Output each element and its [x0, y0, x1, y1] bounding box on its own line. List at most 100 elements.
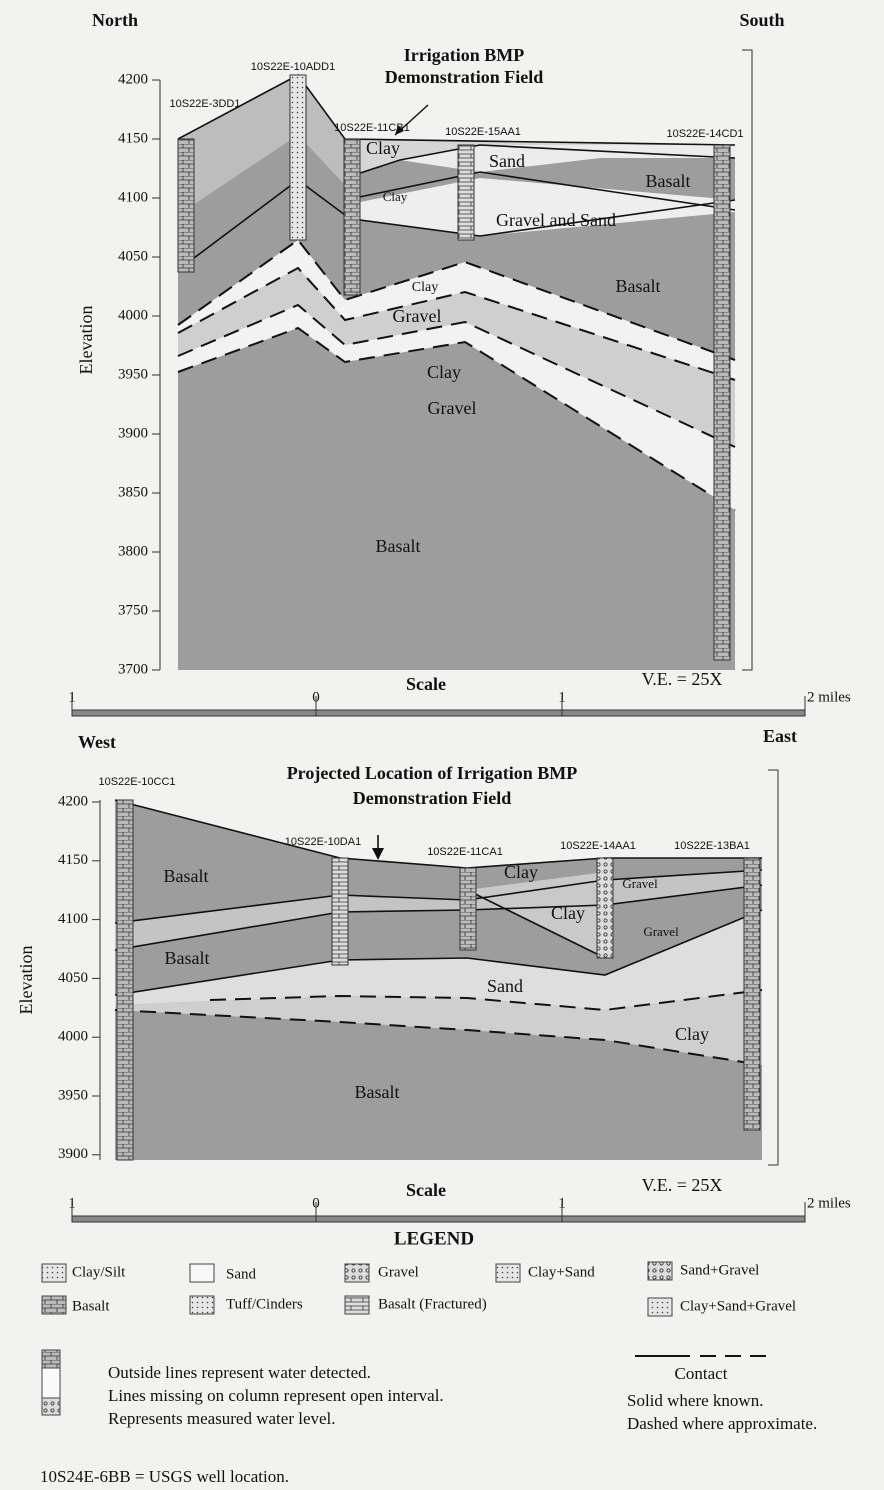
layer-label: Clay — [427, 362, 461, 382]
section-title: Irrigation BMP — [404, 45, 524, 65]
cross-section-figure: NorthSouthIrrigation BMPDemonstration Fi… — [0, 0, 884, 1490]
well-label: 10S22E-10CC1 — [98, 776, 175, 788]
section-title: Demonstration Field — [353, 788, 511, 808]
legend-item: Clay+Sand+Gravel — [680, 1298, 796, 1314]
well-column — [344, 139, 360, 295]
well-column — [332, 858, 348, 965]
y-tick-label: 4050 — [58, 970, 88, 986]
layer-label: Basalt — [646, 171, 691, 191]
well-label: 10S22E-14CD1 — [666, 128, 743, 140]
layer-label: Clay — [412, 280, 438, 295]
scale-label: 1 — [68, 689, 76, 705]
legend-item: Clay/Silt — [72, 1264, 126, 1280]
y-tick-label: 4100 — [118, 189, 148, 205]
y-tick-label: 4000 — [118, 307, 148, 323]
direction-label: South — [739, 10, 784, 30]
well-column — [117, 800, 133, 1160]
well-label: 10S22E-3DD1 — [170, 98, 241, 110]
y-tick-label: 4100 — [58, 911, 88, 927]
direction-label: East — [763, 726, 797, 746]
y-tick-label: 4150 — [118, 130, 148, 146]
scale-label: 0 — [312, 689, 320, 705]
well-column — [597, 858, 613, 958]
layer-label: Clay — [504, 862, 538, 882]
vertical-exaggeration: V.E. = 25X — [642, 669, 723, 689]
well-label: 10S22E-11CA1 — [427, 846, 503, 858]
layer-label: Basalt — [376, 536, 421, 556]
y-tick-label: 3750 — [118, 602, 148, 618]
legend-item: Sand — [226, 1266, 257, 1282]
layer-label: Gravel — [393, 306, 442, 326]
layer-label: Gravel and Sand — [496, 210, 616, 230]
direction-label: North — [92, 10, 138, 30]
well-column — [714, 145, 730, 660]
layer-label: Gravel — [428, 398, 477, 418]
well-label: 10S22E-13BA1 — [674, 840, 750, 852]
scale-title: Scale — [406, 1180, 446, 1200]
y-tick-label: 4150 — [58, 852, 88, 868]
layer-label: Clay — [366, 138, 400, 158]
y-tick-label: 3850 — [118, 484, 148, 500]
scale-label: 0 — [312, 1195, 320, 1211]
well-label: 10S22E-10DA1 — [285, 836, 361, 848]
well-column — [460, 868, 476, 950]
scale-label: 1 — [68, 1195, 76, 1211]
scale-label: 2 miles — [807, 1195, 851, 1211]
y-tick-label: 3950 — [118, 366, 148, 382]
well-column — [744, 858, 760, 1130]
section-title: Projected Location of Irrigation BMP — [287, 763, 578, 783]
y-tick-label: 4200 — [58, 793, 88, 809]
legend-item: Clay+Sand — [528, 1264, 595, 1280]
layer-label: Sand — [489, 151, 525, 171]
legend-item: Basalt — [72, 1298, 110, 1314]
well-label: 10S22E-15AA1 — [445, 126, 521, 138]
well-label: 10S22E-11CB1 — [334, 122, 410, 134]
scale-title: Scale — [406, 674, 446, 694]
note: Represents measured water level. — [108, 1409, 336, 1428]
well-label: 10S22E-10ADD1 — [251, 61, 335, 73]
note: Contact — [675, 1364, 728, 1383]
scale-bar — [72, 710, 805, 716]
legend-item: Sand+Gravel — [680, 1262, 759, 1278]
layer-label: Clay — [551, 903, 585, 923]
legend-item: Basalt (Fractured) — [378, 1296, 487, 1312]
well-column — [290, 75, 306, 240]
y-axis-label: Elevation — [76, 306, 96, 375]
legend-item: Gravel — [378, 1264, 419, 1280]
vertical-exaggeration: V.E. = 25X — [642, 1175, 723, 1195]
layer-label: Basalt — [165, 948, 210, 968]
scale-label: 1 — [558, 689, 566, 705]
well-label: 10S22E-14AA1 — [560, 840, 636, 852]
top-geology — [160, 50, 752, 670]
layer-label: Basalt — [355, 1082, 400, 1102]
legend-item: Tuff/Cinders — [226, 1296, 303, 1312]
scale-bar — [72, 1216, 805, 1222]
note: Solid where known. — [627, 1391, 763, 1410]
y-tick-label: 3900 — [118, 425, 148, 441]
note: 10S24E-6BB = USGS well location. — [40, 1467, 289, 1486]
y-tick-label: 4200 — [118, 71, 148, 87]
scale-label: 2 miles — [807, 689, 851, 705]
layer-label: Basalt — [164, 866, 209, 886]
y-tick-label: 4050 — [118, 248, 148, 264]
y-tick-label: 4000 — [58, 1029, 88, 1045]
y-tick-label: 3800 — [118, 543, 148, 559]
scale-label: 1 — [558, 1195, 566, 1211]
y-axis-label: Elevation — [16, 946, 36, 1015]
y-tick-label: 3950 — [58, 1087, 88, 1103]
well-column — [458, 145, 474, 240]
note: Outside lines represent water detected. — [108, 1363, 371, 1382]
layer-label: Basalt — [616, 276, 661, 296]
legend-title: LEGEND — [394, 1228, 474, 1249]
layer-label: Gravel — [643, 924, 679, 939]
note: Dashed where approximate. — [627, 1414, 817, 1433]
layer-label: Clay — [383, 189, 408, 204]
layer-label: Sand — [487, 976, 523, 996]
well-column — [178, 139, 194, 272]
direction-label: West — [78, 732, 116, 752]
layer-label: Clay — [675, 1024, 709, 1044]
note: Lines missing on column represent open i… — [108, 1386, 444, 1405]
section-title: Demonstration Field — [385, 67, 543, 87]
layer-label: Gravel — [622, 876, 658, 891]
y-tick-label: 3900 — [58, 1146, 88, 1162]
